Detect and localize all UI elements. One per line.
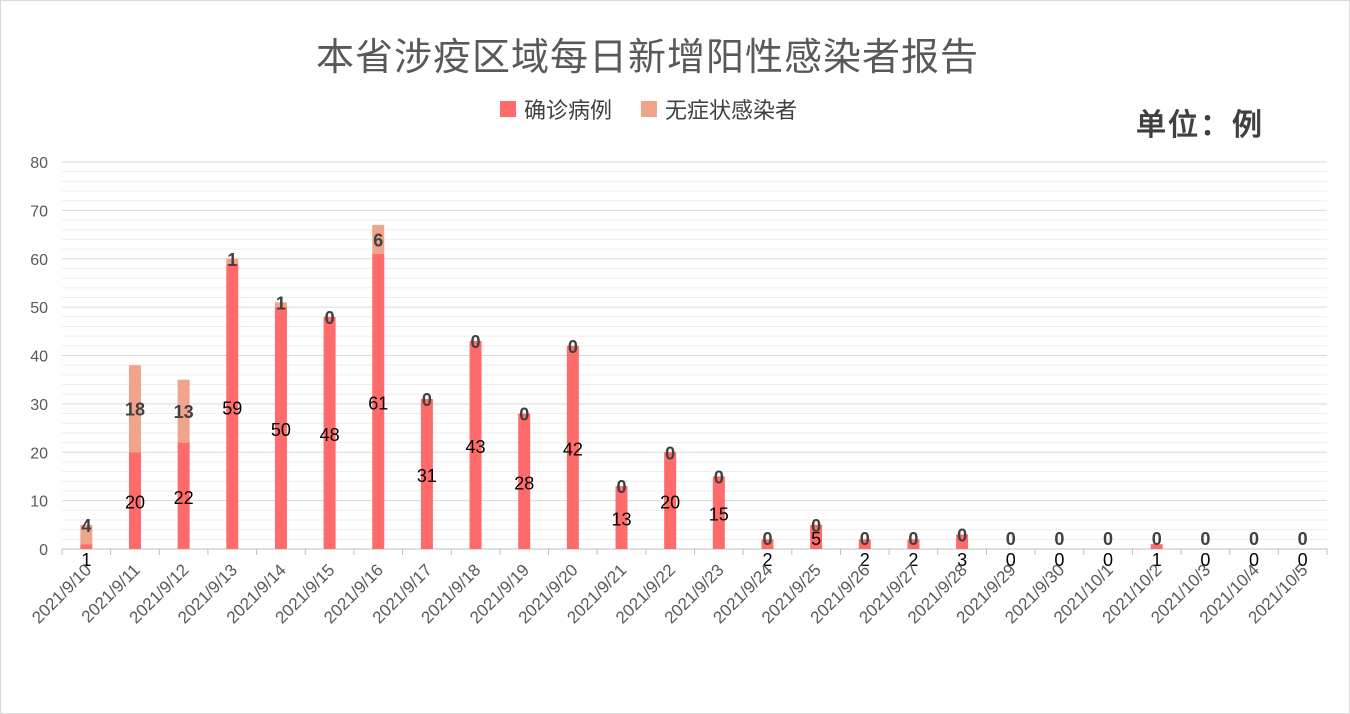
data-label-confirmed: 5 bbox=[811, 529, 821, 549]
data-label-asymptomatic: 0 bbox=[422, 390, 432, 410]
y-tick-label: 30 bbox=[30, 397, 48, 414]
data-label-asymptomatic: 0 bbox=[1054, 529, 1064, 549]
bar-confirmed bbox=[372, 253, 385, 549]
legend: 确诊病例 无症状感染者 bbox=[500, 93, 819, 125]
data-label-confirmed: 20 bbox=[660, 493, 680, 513]
bar-asymptomatic bbox=[177, 379, 190, 443]
bar-asymptomatic bbox=[128, 365, 141, 453]
bar-confirmed bbox=[128, 452, 141, 549]
data-label-confirmed: 61 bbox=[368, 393, 388, 413]
y-tick-label: 10 bbox=[30, 494, 48, 511]
bar-confirmed bbox=[712, 476, 725, 549]
data-label-confirmed: 15 bbox=[709, 505, 729, 525]
data-label-confirmed: 59 bbox=[222, 398, 242, 418]
data-label-asymptomatic: 0 bbox=[1249, 529, 1259, 549]
bar-asymptomatic bbox=[274, 302, 287, 308]
bar-asymptomatic bbox=[226, 258, 239, 264]
data-label-asymptomatic: 0 bbox=[957, 525, 967, 545]
data-label-confirmed: 0 bbox=[1200, 550, 1210, 570]
data-label-asymptomatic: 0 bbox=[665, 443, 675, 463]
bar-confirmed bbox=[956, 534, 969, 549]
data-label-asymptomatic: 0 bbox=[519, 405, 529, 425]
bar-confirmed bbox=[469, 340, 482, 549]
legend-item-confirmed: 确诊病例 bbox=[500, 93, 612, 125]
data-label-confirmed: 3 bbox=[957, 550, 967, 570]
data-label-confirmed: 20 bbox=[125, 493, 145, 513]
bar-confirmed bbox=[1150, 544, 1163, 549]
y-tick-label: 20 bbox=[30, 445, 48, 462]
y-tick-label: 70 bbox=[30, 203, 48, 220]
bar-confirmed bbox=[323, 316, 336, 549]
bar-confirmed bbox=[518, 413, 531, 549]
data-label-confirmed: 22 bbox=[174, 488, 194, 508]
data-label-confirmed: 28 bbox=[514, 473, 534, 493]
data-label-asymptomatic: 0 bbox=[908, 529, 918, 549]
legend-label-asymptomatic: 无症状感染者 bbox=[665, 99, 798, 124]
data-label-confirmed: 42 bbox=[563, 439, 583, 459]
bar-confirmed bbox=[907, 539, 920, 549]
data-label-confirmed: 0 bbox=[1249, 550, 1259, 570]
y-tick-label: 40 bbox=[30, 349, 48, 366]
data-label-confirmed: 48 bbox=[320, 425, 340, 445]
data-label-asymptomatic: 13 bbox=[174, 402, 194, 422]
bar-confirmed bbox=[566, 345, 579, 549]
data-label-asymptomatic: 0 bbox=[1298, 529, 1308, 549]
data-label-confirmed: 1 bbox=[81, 550, 91, 570]
legend-swatch-asymptomatic bbox=[641, 101, 658, 117]
data-label-asymptomatic: 0 bbox=[714, 467, 724, 487]
bar-confirmed bbox=[664, 452, 677, 549]
bar-confirmed bbox=[858, 539, 871, 549]
y-tick-label: 0 bbox=[39, 542, 48, 559]
data-label-asymptomatic: 0 bbox=[860, 529, 870, 549]
data-label-confirmed: 2 bbox=[762, 550, 772, 570]
data-label-asymptomatic: 0 bbox=[325, 308, 335, 328]
data-label-confirmed: 0 bbox=[1298, 550, 1308, 570]
bar-asymptomatic bbox=[372, 224, 385, 254]
data-label-asymptomatic: 1 bbox=[276, 293, 286, 313]
data-label-confirmed: 43 bbox=[466, 437, 486, 457]
y-tick-label: 60 bbox=[30, 252, 48, 269]
data-label-asymptomatic: 0 bbox=[811, 516, 821, 536]
bar-confirmed bbox=[420, 399, 433, 549]
data-label-confirmed: 13 bbox=[612, 510, 632, 530]
bar-confirmed bbox=[615, 486, 628, 549]
bar-confirmed bbox=[810, 524, 823, 549]
data-label-asymptomatic: 0 bbox=[1103, 529, 1113, 549]
data-label-asymptomatic: 0 bbox=[1152, 529, 1162, 549]
data-label-asymptomatic: 6 bbox=[373, 230, 383, 250]
data-label-confirmed: 31 bbox=[417, 466, 437, 486]
data-label-asymptomatic: 1 bbox=[227, 250, 237, 270]
bar-confirmed bbox=[226, 263, 239, 549]
data-label-asymptomatic: 18 bbox=[125, 400, 145, 420]
data-label-asymptomatic: 0 bbox=[617, 477, 627, 497]
legend-swatch-confirmed bbox=[500, 101, 516, 117]
chart-title: 本省涉疫区域每日新增阳性感染者报告 bbox=[315, 35, 979, 79]
bar-confirmed bbox=[274, 307, 287, 549]
data-label-confirmed: 1 bbox=[1152, 550, 1162, 570]
data-label-confirmed: 2 bbox=[860, 550, 870, 570]
bar-asymptomatic bbox=[80, 524, 93, 545]
data-label-confirmed: 2 bbox=[908, 550, 918, 570]
bar-confirmed bbox=[761, 539, 774, 549]
y-tick-label: 80 bbox=[30, 155, 48, 172]
data-label-asymptomatic: 0 bbox=[1006, 529, 1016, 549]
legend-item-asymptomatic: 无症状感染者 bbox=[641, 93, 797, 125]
data-label-asymptomatic: 0 bbox=[471, 332, 481, 352]
bar-confirmed bbox=[177, 442, 190, 549]
data-label-confirmed: 50 bbox=[271, 420, 291, 440]
legend-label-confirmed: 确诊病例 bbox=[524, 99, 613, 124]
data-label-asymptomatic: 0 bbox=[762, 529, 772, 549]
data-label-asymptomatic: 0 bbox=[568, 337, 578, 357]
data-label-asymptomatic: 0 bbox=[1200, 529, 1210, 549]
data-label-confirmed: 0 bbox=[1103, 550, 1113, 570]
unit-label: 单位：例 bbox=[1136, 108, 1264, 143]
data-label-asymptomatic: 4 bbox=[81, 516, 91, 536]
data-label-confirmed: 0 bbox=[1006, 550, 1016, 570]
data-label-confirmed: 0 bbox=[1054, 550, 1064, 570]
y-tick-label: 50 bbox=[30, 300, 48, 317]
bar-confirmed bbox=[80, 544, 93, 549]
